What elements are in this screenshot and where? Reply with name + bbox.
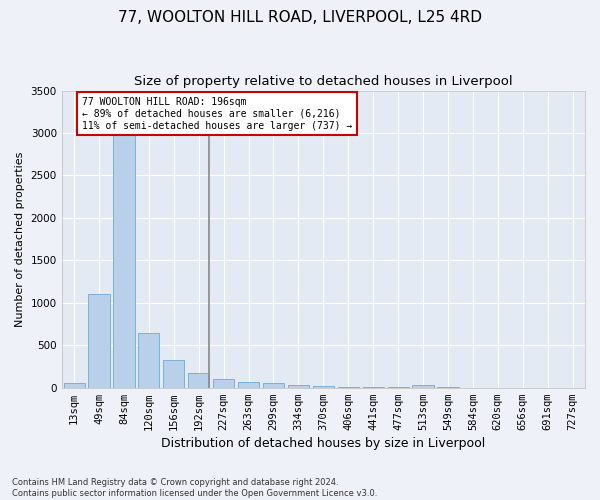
Bar <box>213 379 234 388</box>
X-axis label: Distribution of detached houses by size in Liverpool: Distribution of detached houses by size … <box>161 437 485 450</box>
Text: Contains HM Land Registry data © Crown copyright and database right 2024.
Contai: Contains HM Land Registry data © Crown c… <box>12 478 377 498</box>
Text: 77, WOOLTON HILL ROAD, LIVERPOOL, L25 4RD: 77, WOOLTON HILL ROAD, LIVERPOOL, L25 4R… <box>118 10 482 25</box>
Text: 77 WOOLTON HILL ROAD: 196sqm
← 89% of detached houses are smaller (6,216)
11% of: 77 WOOLTON HILL ROAD: 196sqm ← 89% of de… <box>82 98 352 130</box>
Bar <box>238 382 259 388</box>
Bar <box>163 360 184 388</box>
Bar <box>113 129 134 388</box>
Y-axis label: Number of detached properties: Number of detached properties <box>15 152 25 327</box>
Bar <box>138 332 160 388</box>
Bar <box>288 385 309 388</box>
Bar <box>412 385 434 388</box>
Bar <box>64 384 85 388</box>
Bar <box>263 384 284 388</box>
Bar <box>313 386 334 388</box>
Title: Size of property relative to detached houses in Liverpool: Size of property relative to detached ho… <box>134 75 512 88</box>
Bar <box>188 373 209 388</box>
Bar <box>88 294 110 388</box>
